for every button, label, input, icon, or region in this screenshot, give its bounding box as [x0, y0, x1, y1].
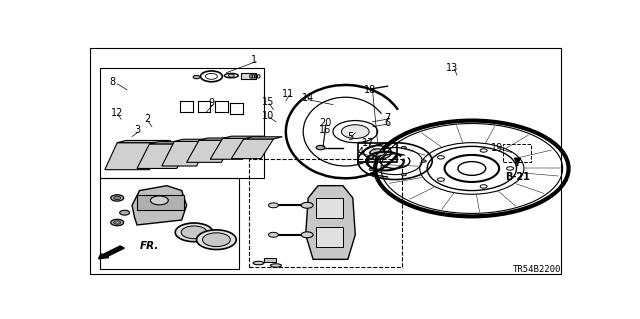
Circle shape: [421, 160, 426, 162]
Bar: [241, 73, 256, 78]
Text: B-21: B-21: [505, 172, 530, 182]
Circle shape: [181, 226, 207, 239]
Bar: [100, 68, 264, 178]
Polygon shape: [187, 140, 234, 162]
FancyArrow shape: [99, 246, 124, 259]
Text: 5: 5: [347, 131, 353, 142]
Circle shape: [370, 149, 385, 156]
Polygon shape: [264, 258, 276, 262]
Circle shape: [150, 196, 168, 205]
Text: 8: 8: [109, 78, 115, 87]
Circle shape: [438, 178, 444, 181]
Polygon shape: [162, 141, 209, 166]
Circle shape: [301, 202, 313, 208]
Circle shape: [438, 156, 444, 159]
Text: 3: 3: [134, 125, 140, 135]
Text: 16: 16: [319, 125, 332, 135]
Polygon shape: [210, 138, 255, 159]
Text: 9: 9: [209, 98, 214, 108]
Text: 2: 2: [144, 114, 150, 124]
Circle shape: [111, 195, 124, 201]
Circle shape: [401, 174, 406, 176]
Bar: [100, 178, 239, 269]
Circle shape: [196, 230, 236, 249]
Polygon shape: [223, 136, 264, 138]
Bar: [316, 198, 343, 218]
Polygon shape: [150, 142, 198, 144]
Bar: [137, 196, 184, 210]
Text: 15: 15: [262, 97, 275, 107]
Text: 13: 13: [446, 63, 458, 73]
Circle shape: [111, 219, 124, 226]
Circle shape: [114, 196, 121, 200]
Polygon shape: [231, 139, 273, 159]
Text: 4: 4: [357, 147, 364, 158]
Polygon shape: [244, 137, 282, 139]
Text: 11: 11: [282, 89, 294, 99]
Circle shape: [369, 168, 374, 171]
Text: 1: 1: [250, 56, 257, 65]
Circle shape: [401, 146, 406, 149]
Circle shape: [175, 223, 213, 242]
Circle shape: [341, 125, 369, 138]
Text: 20: 20: [319, 118, 332, 128]
Bar: [502, 144, 531, 162]
Polygon shape: [199, 138, 243, 140]
Text: 12: 12: [111, 108, 124, 118]
Circle shape: [202, 233, 230, 247]
Text: 18: 18: [364, 85, 376, 95]
Polygon shape: [117, 140, 171, 143]
Circle shape: [120, 210, 129, 215]
Bar: [249, 159, 403, 267]
Circle shape: [480, 185, 487, 188]
Text: TR54B2200: TR54B2200: [513, 265, 561, 274]
Circle shape: [114, 221, 121, 224]
Polygon shape: [132, 186, 187, 225]
Circle shape: [269, 232, 278, 237]
Circle shape: [228, 74, 234, 77]
Text: 10: 10: [262, 111, 275, 121]
Polygon shape: [137, 144, 189, 168]
Ellipse shape: [271, 264, 282, 267]
Circle shape: [301, 232, 313, 238]
Text: 19: 19: [490, 143, 503, 152]
Circle shape: [193, 75, 200, 79]
Polygon shape: [174, 139, 218, 141]
Ellipse shape: [253, 261, 264, 265]
Circle shape: [480, 149, 487, 152]
Bar: [358, 143, 397, 162]
Text: 17: 17: [362, 138, 374, 148]
Bar: [316, 227, 343, 247]
Circle shape: [316, 145, 325, 150]
Text: FR.: FR.: [140, 241, 159, 251]
Circle shape: [507, 167, 513, 170]
Text: 14: 14: [302, 93, 314, 103]
Polygon shape: [306, 186, 355, 259]
Circle shape: [269, 203, 278, 208]
Polygon shape: [105, 143, 162, 170]
Text: 6: 6: [385, 118, 390, 128]
Circle shape: [369, 152, 374, 154]
Text: 7: 7: [385, 113, 390, 123]
